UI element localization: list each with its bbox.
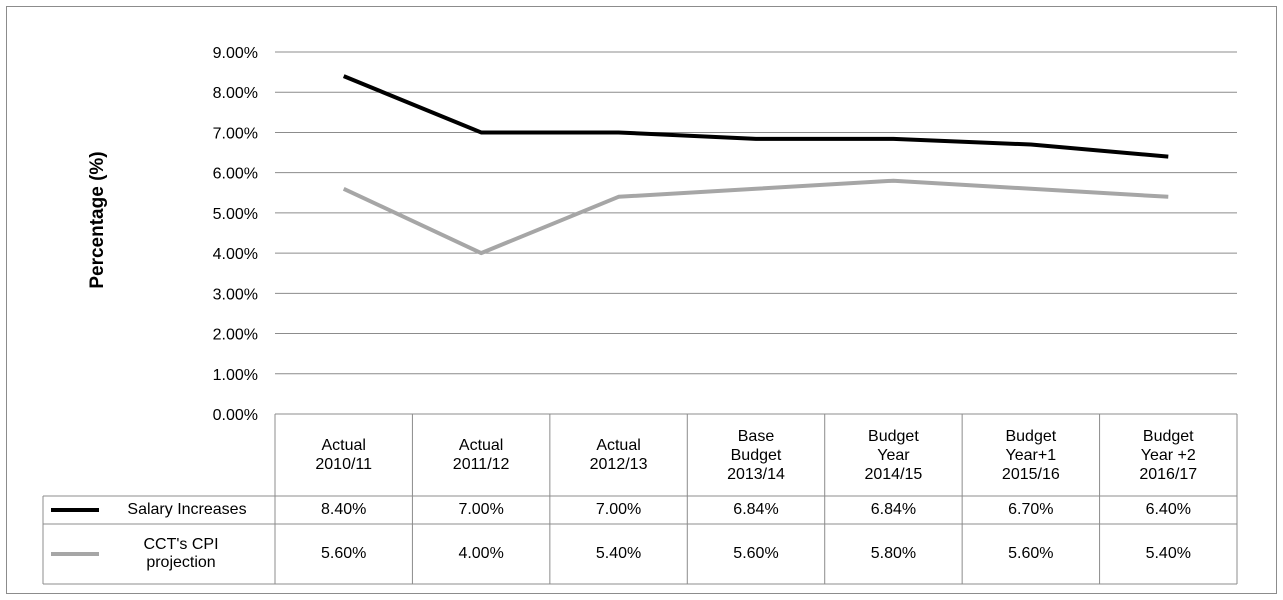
y-tick-label: 6.00% [213, 166, 258, 183]
x-tick-label: Budget Year +2 2016/17 [1139, 427, 1198, 483]
legend-entry: Salary Increases [43, 496, 275, 524]
x-tick-label: Base Budget 2013/14 [727, 427, 785, 483]
data-label: 6.70% [1008, 501, 1054, 518]
y-tick-label: 4.00% [213, 246, 258, 263]
y-tick-label: 3.00% [213, 286, 258, 303]
chart-frame [6, 6, 1277, 594]
y-tick-label: 7.00% [213, 125, 258, 142]
data-label: 5.80% [870, 545, 917, 562]
y-tick-label: 8.00% [213, 85, 258, 102]
legend-entry: CCT's CPI projection [43, 524, 275, 584]
series-line-salary-increases [342, 74, 1169, 159]
data-label: 6.84% [733, 501, 779, 518]
legend-label: CCT's CPI projection [143, 536, 219, 571]
data-label: 7.00% [458, 501, 504, 518]
y-tick-label: 2.00% [213, 327, 258, 344]
y-tick-label: 1.00% [213, 367, 258, 384]
series-line-cpi-projection [342, 178, 1169, 256]
x-tick-label: Actual 2012/13 [589, 437, 648, 473]
y-axis-label: Percentage (%) [87, 151, 108, 288]
data-label: 5.60% [733, 545, 779, 562]
data-label: 5.40% [1145, 545, 1191, 562]
data-label: 5.60% [1008, 545, 1054, 562]
x-tick-label: Budget Year 2014/15 [864, 427, 923, 483]
x-tick-label: Actual 2010/11 [315, 437, 373, 473]
x-tick-label: Actual 2011/12 [452, 437, 510, 473]
data-label: 4.00% [458, 545, 504, 562]
y-tick-label: 5.00% [213, 206, 258, 223]
data-label: 5.60% [321, 545, 367, 562]
y-tick-label: 9.00% [213, 45, 258, 62]
data-label: 6.84% [870, 501, 917, 518]
data-label: 8.40% [321, 501, 367, 518]
y-tick-label: 0.00% [213, 407, 258, 424]
x-tick-label: Budget Year+1 2015/16 [1001, 427, 1060, 483]
legend-label: Salary Increases [127, 501, 247, 518]
legend-swatch [51, 508, 99, 512]
data-label: 6.40% [1145, 501, 1191, 518]
data-label: 5.40% [595, 545, 642, 562]
data-label: 7.00% [595, 501, 642, 518]
legend-swatch [51, 552, 99, 556]
